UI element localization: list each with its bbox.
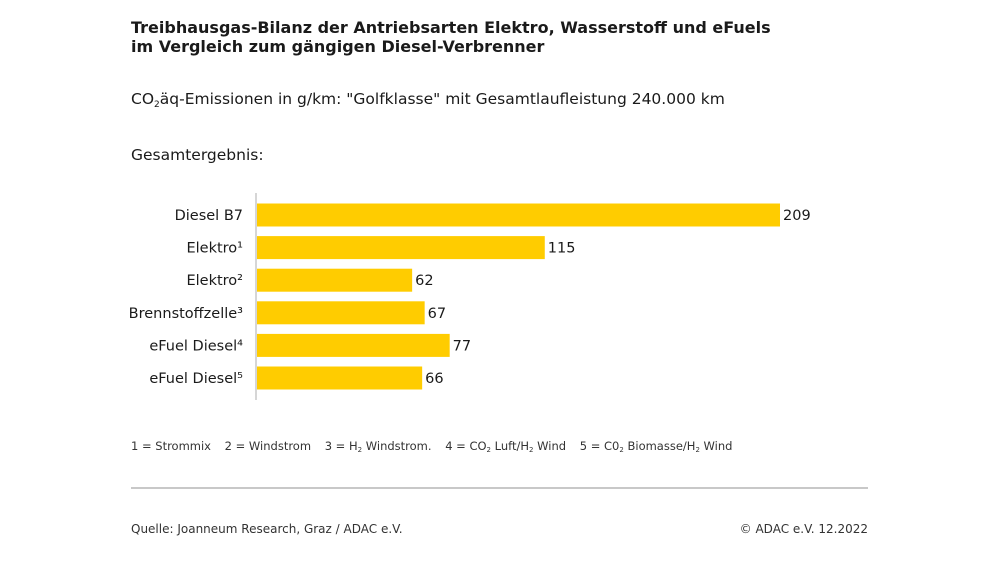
footnote-5-post: Wind	[699, 439, 733, 453]
footnote-5-sub1: 2	[619, 446, 624, 454]
footnote-5-pre: 5 = C0	[579, 439, 620, 453]
title-line-2: im Vergleich zum gängigen Diesel-Verbren…	[131, 37, 545, 56]
category-label: Brennstoffzelle³	[129, 306, 244, 322]
chart-subtitle: CO2äq-Emissionen in g/km: "Golfklasse" m…	[131, 89, 725, 115]
bar	[257, 268, 413, 292]
footnote-4-sub1: 2	[486, 446, 492, 454]
copyright-note: © ADAC e.V. 12.2022	[739, 522, 868, 536]
subtitle-pre: CO	[131, 90, 155, 108]
footnote-4-sub2: 2	[529, 446, 534, 454]
title-line-1: Treibhausgas-Bilanz der Antriebsarten El…	[131, 18, 771, 37]
category-label: Elektro¹	[186, 241, 243, 257]
value-label: 66	[425, 371, 443, 387]
bar-chart: Diesel B7 209 Elektro¹ 115 Elektro² 62 Brennst…	[129, 193, 811, 400]
value-label: 77	[453, 338, 471, 354]
footnote-4-pre: 4 = CO	[445, 439, 487, 453]
bar	[257, 333, 450, 357]
category-label: Elektro²	[186, 273, 243, 289]
category-label: eFuel Diesel⁴	[149, 338, 243, 354]
footnote-3-pre: 3 = H	[324, 439, 358, 453]
value-label: 67	[428, 306, 446, 322]
footnote-1: 1 = Strommix	[131, 439, 211, 453]
footnote-2: 2 = Windstrom	[224, 439, 312, 453]
footer-divider	[131, 487, 868, 489]
footnote-4-post: Wind	[533, 439, 567, 453]
footnote-3-post: Windstrom.	[362, 439, 432, 453]
category-label: Diesel B7	[175, 208, 243, 224]
value-label: 115	[548, 241, 576, 257]
bar	[257, 236, 545, 260]
source-note: Quelle: Joanneum Research, Graz / ADAC e…	[131, 522, 403, 536]
footnote-5-sub2: 2	[695, 446, 700, 454]
value-label: 209	[783, 208, 811, 224]
bar	[257, 366, 423, 390]
subtitle-subscript: 2	[154, 100, 160, 110]
footnote-4-mid: Luft/H	[491, 439, 530, 453]
bar	[257, 301, 425, 325]
footnotes: 1 = Strommix 2 = Windstrom 3 = H2 Windst…	[131, 439, 742, 454]
footnote-5: 5 = C02 Biomasse/H2 Wind	[579, 439, 733, 454]
footnote-3: 3 = H2 Windstrom.	[324, 439, 432, 454]
subtitle-post: äq-Emissionen in g/km: "Golfklasse" mit …	[159, 90, 725, 108]
footnote-3-sub: 2	[357, 446, 363, 454]
value-label: 62	[415, 273, 433, 289]
category-label: eFuel Diesel⁵	[149, 371, 243, 387]
footnote-5-mid: Biomasse/H	[623, 439, 696, 453]
bar	[257, 203, 780, 227]
section-label: Gesamtergebnis:	[131, 146, 264, 164]
footnote-4: 4 = CO2 Luft/H2 Wind	[445, 439, 567, 454]
chart-title: Treibhausgas-Bilanz der Antriebsarten El…	[131, 18, 831, 56]
